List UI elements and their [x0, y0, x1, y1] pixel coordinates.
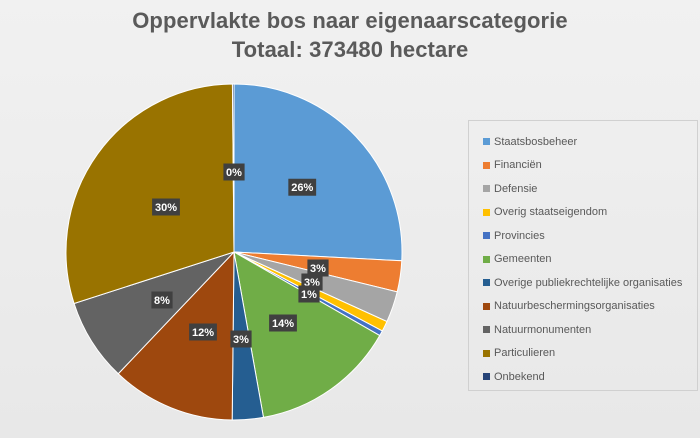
- data-label-box-3: [298, 285, 320, 303]
- data-label-9: 30%: [152, 198, 180, 216]
- data-label-box-6: [230, 330, 252, 348]
- legend-label: Onbekend: [494, 370, 545, 383]
- legend-item-2: Defensie: [483, 177, 697, 201]
- data-label-text-1: 3%: [310, 263, 326, 275]
- data-label-5: 14%: [269, 314, 297, 332]
- pie-slice-7: [117, 250, 235, 421]
- legend-label: Overige publiekrechtelijke organisaties: [494, 276, 683, 289]
- data-label-box-9: [152, 198, 180, 216]
- chart-title-text: Oppervlakte bos naar eigenaarscategorie: [132, 8, 568, 33]
- data-label-text-8: 8%: [154, 295, 170, 307]
- legend-label: Staatsbosbeheer: [494, 135, 578, 148]
- legend-swatch: [483, 232, 490, 240]
- data-label-text-10: 0%: [226, 167, 242, 179]
- legend-swatch: [483, 302, 490, 310]
- data-label-10: 0%: [223, 163, 245, 181]
- data-label-box-1: [307, 259, 329, 277]
- data-label-box-7: [189, 323, 217, 341]
- data-label-box-10: [223, 163, 245, 181]
- data-label-text-0: 26%: [291, 182, 313, 194]
- legend-label: Defensie: [494, 182, 538, 195]
- data-label-box-8: [151, 291, 173, 309]
- legend-swatch: [483, 349, 490, 357]
- legend-item-0: Staatsbosbeheer: [483, 130, 697, 154]
- legend-label: Natuurbeschermingsorganisaties: [494, 300, 655, 313]
- data-label-1: 3%: [307, 259, 329, 277]
- chart-title: Oppervlakte bos naar eigenaarscategorie …: [0, 6, 700, 64]
- data-label-6: 3%: [230, 330, 252, 348]
- pie-slices: [65, 83, 403, 421]
- legend-label: Gemeenten: [494, 253, 552, 266]
- pie-slice-9: [65, 83, 235, 305]
- legend-item-3: Overig staatseigendom: [483, 201, 697, 225]
- pie-slice-5: [233, 251, 381, 418]
- legend-label: Provincies: [494, 229, 545, 242]
- pie-slice-0: [233, 83, 403, 262]
- legend-item-6: Overige publiekrechtelijke organisaties: [483, 271, 697, 295]
- legend-swatch: [483, 161, 490, 169]
- legend-swatch: [483, 326, 490, 334]
- legend-swatch: [483, 185, 490, 193]
- legend-item-10: Onbekend: [483, 365, 697, 389]
- legend-swatch: [483, 279, 490, 287]
- legend-item-4: Provincies: [483, 224, 697, 248]
- legend-item-8: Natuurmonumenten: [483, 318, 697, 342]
- data-label-text-7: 12%: [192, 327, 214, 339]
- legend-item-9: Particulieren: [483, 342, 697, 366]
- legend-item-7: Natuurbeschermingsorganisaties: [483, 295, 697, 319]
- chart-legend: Staatsbosbeheer Financiën Defensie Overig s…: [468, 120, 698, 391]
- data-label-3: 1%: [298, 285, 320, 303]
- data-label-text-3: 1%: [301, 289, 317, 301]
- legend-item-5: Gemeenten: [483, 248, 697, 272]
- data-label-box-5: [269, 314, 297, 332]
- data-label-8: 8%: [151, 291, 173, 309]
- chart-subtitle: Totaal: 373480 hectare: [231, 37, 469, 62]
- legend-label: Overig staatseigendom: [494, 206, 608, 219]
- data-label-box-0: [288, 178, 317, 196]
- data-label-7: 12%: [189, 323, 217, 341]
- legend-swatch: [483, 208, 490, 216]
- legend-item-1: Financiën: [483, 154, 697, 178]
- data-label-text-5: 14%: [272, 318, 294, 330]
- data-label-text-9: 30%: [155, 202, 177, 214]
- legend-label: Particulieren: [494, 347, 556, 360]
- data-label-text-6: 3%: [233, 334, 249, 346]
- pie-data-labels: 26%3%3%1%14%3%12%8%30%0%: [151, 163, 329, 348]
- legend-label: Financiën: [494, 159, 542, 172]
- legend-swatch: [483, 255, 490, 263]
- legend-label: Natuurmonumenten: [494, 323, 592, 336]
- legend-swatch: [483, 373, 490, 381]
- data-label-0: 26%: [288, 178, 317, 196]
- legend-swatch: [483, 138, 490, 146]
